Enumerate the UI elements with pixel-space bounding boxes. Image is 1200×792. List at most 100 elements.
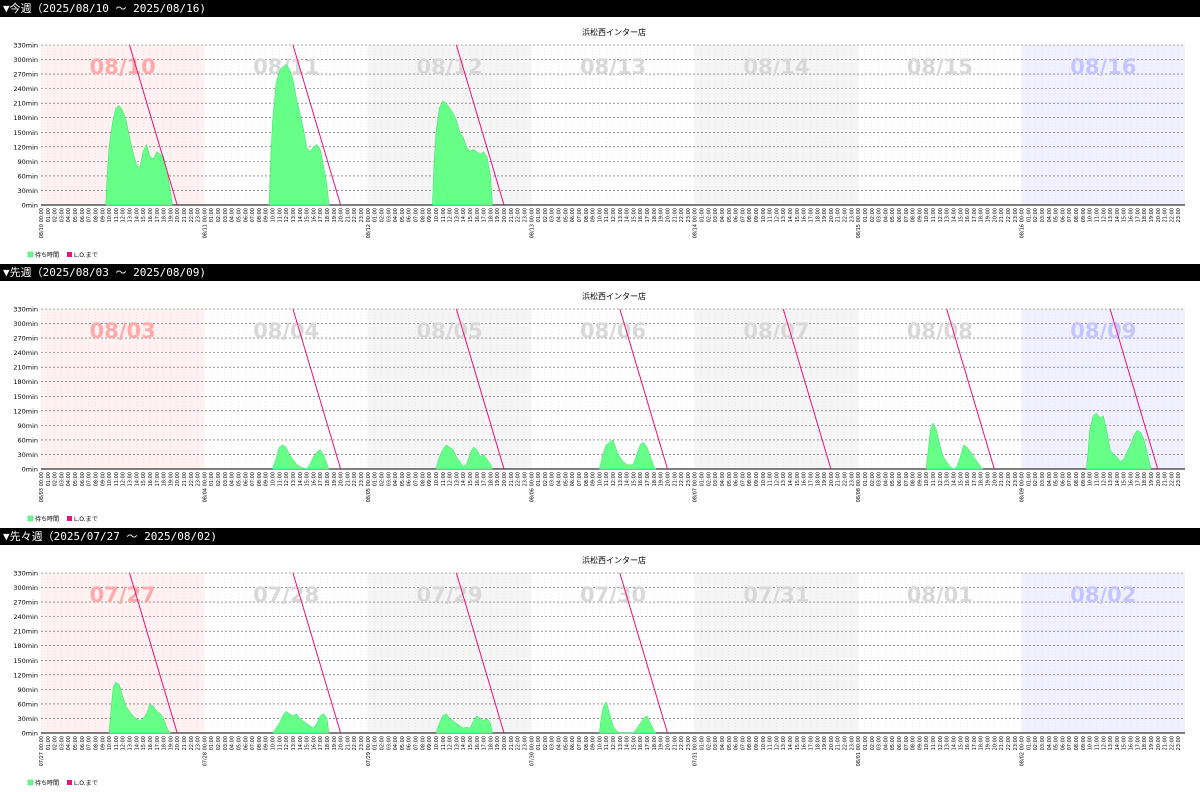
x-tick-label: 08:00 [911, 472, 917, 486]
x-tick-label: 22:00 [1169, 736, 1175, 750]
x-tick-label: 02:00 [870, 208, 876, 222]
x-tick-label: 17:00 [482, 472, 488, 486]
x-tick-label: 17:00 [645, 736, 651, 750]
x-tick-label: 01:00 [209, 736, 215, 750]
x-tick-label: 03:00 [877, 208, 883, 222]
x-tick-label: 03:00 [713, 736, 719, 750]
x-tick-labels: 07/27 00:00 01:00 02:00 03:00 04:00 05:00 06:0… [39, 736, 1182, 766]
x-tick-label: 11:00 [1095, 208, 1101, 222]
x-tick-label: 08/02 00:00 [1020, 736, 1026, 766]
lo-line [292, 572, 342, 734]
x-tick-label: 19:00 [822, 472, 828, 486]
x-tick-label: 10:00 [434, 208, 440, 222]
y-tick-label: 30min [17, 451, 38, 459]
x-tick-label: 23:00 [196, 472, 202, 486]
x-tick-label: 06:00 [897, 736, 903, 750]
x-tick-label: 15:00 [468, 208, 474, 222]
week-header: ▼今週（2025/08/10 ～ 2025/08/16) [0, 0, 1200, 17]
chart-title: 浜松西インター店 [582, 27, 646, 37]
x-tick-label: 22:00 [679, 736, 685, 750]
y-tick-label: 180min [13, 642, 38, 650]
x-tick-label: 14:00 [625, 208, 631, 222]
x-tick-label: 03:00 [713, 472, 719, 486]
x-tick-label: 22:00 [352, 208, 358, 222]
x-tick-label: 21:00 [1163, 736, 1169, 750]
x-tick-label: 06:00 [734, 472, 740, 486]
x-tick-label: 15:00 [795, 208, 801, 222]
x-tick-label: 20:00 [175, 736, 181, 750]
x-tick-label: 19:00 [986, 472, 992, 486]
x-tick-label: 16:00 [311, 736, 317, 750]
x-tick-label: 05:00 [563, 472, 569, 486]
x-tick-label: 14:00 [298, 208, 304, 222]
x-tick-label: 12:00 [774, 208, 780, 222]
x-tick-label: 17:00 [645, 208, 651, 222]
x-tick-label: 08:00 [94, 472, 100, 486]
wait-time-chart: 0min 30min 60min 90min 120min 150min 180min 210… [13, 291, 1185, 523]
x-tick-label: 10:00 [107, 736, 113, 750]
x-tick-label: 08:00 [257, 208, 263, 222]
x-tick-label: 12:00 [284, 208, 290, 222]
x-tick-label: 23:00 [1013, 472, 1019, 486]
x-tick-label: 04:00 [883, 472, 889, 486]
x-tick-label: 15:00 [958, 208, 964, 222]
x-tick-label: 02:00 [53, 736, 59, 750]
wait-time-chart: 0min 30min 60min 90min 120min 150min 180min 210… [13, 555, 1185, 787]
legend-swatch-lo [67, 516, 72, 521]
day-label: 08/02 [1070, 583, 1136, 607]
x-tick-label: 18:00 [979, 472, 985, 486]
x-tick-label: 21:00 [672, 472, 678, 486]
lo-line [619, 308, 668, 470]
x-tick-label: 07:00 [904, 208, 910, 222]
x-tick-label: 14:00 [788, 208, 794, 222]
x-tick-label: 05:00 [727, 472, 733, 486]
y-tick-label: 210min [13, 364, 38, 372]
x-tick-label: 12:00 [611, 472, 617, 486]
x-tick-label: 17:00 [155, 472, 161, 486]
week-section-before-last: ▼先々週（2025/07/27 ～ 2025/08/02) 0min 30min 6… [0, 528, 1200, 792]
x-tick-label: 12:00 [448, 208, 454, 222]
x-tick-label: 02:00 [543, 736, 549, 750]
y-tick-label: 330min [13, 42, 38, 50]
x-tick-label: 20:00 [992, 736, 998, 750]
x-tick-label: 07:00 [414, 472, 420, 486]
y-tick-label: 240min [13, 85, 38, 93]
legend-swatch-wait [27, 251, 34, 258]
x-tick-label: 03:00 [877, 472, 883, 486]
day-band [694, 309, 859, 469]
x-tick-label: 12:00 [121, 736, 127, 750]
day-band [858, 45, 1022, 205]
x-tick-label: 10:00 [597, 208, 603, 222]
y-tick-label: 60min [17, 700, 38, 708]
x-tick-label: 22:00 [189, 472, 195, 486]
x-tick-label: 12:00 [774, 736, 780, 750]
x-tick-label: 06:00 [80, 736, 86, 750]
x-tick-label: 22:00 [843, 472, 849, 486]
x-tick-label: 03:00 [223, 208, 229, 222]
x-tick-label: 15:00 [141, 472, 147, 486]
y-tick-label: 90min [17, 422, 38, 430]
legend-label: 待ち時間 [35, 779, 59, 787]
x-tick-label: 20:00 [666, 208, 672, 222]
x-tick-label: 20:00 [175, 472, 181, 486]
x-tick-label: 01:00 [1026, 472, 1032, 486]
x-tick-label: 03:00 [386, 208, 392, 222]
y-tick-label: 270min [13, 599, 38, 607]
x-tick-label: 07:00 [414, 736, 420, 750]
x-tick-label: 02:00 [543, 208, 549, 222]
x-tick-label: 17:00 [155, 736, 161, 750]
x-tick-label: 19:00 [332, 208, 338, 222]
x-tick-label: 17:00 [318, 208, 324, 222]
x-tick-label: 21:00 [509, 208, 515, 222]
y-tick-label: 120min [13, 143, 38, 151]
x-tick-label: 07:00 [250, 472, 256, 486]
x-tick-label: 13:00 [1108, 208, 1114, 222]
y-tick-label: 240min [13, 349, 38, 357]
x-tick-label: 10:00 [107, 208, 113, 222]
x-tick-label: 08:00 [1074, 736, 1080, 750]
x-tick-label: 09:00 [754, 472, 760, 486]
x-tick-label: 12:00 [1101, 208, 1107, 222]
day-band [204, 573, 368, 733]
x-tick-label: 07:00 [1067, 208, 1073, 222]
day-label: 08/12 [417, 55, 483, 79]
